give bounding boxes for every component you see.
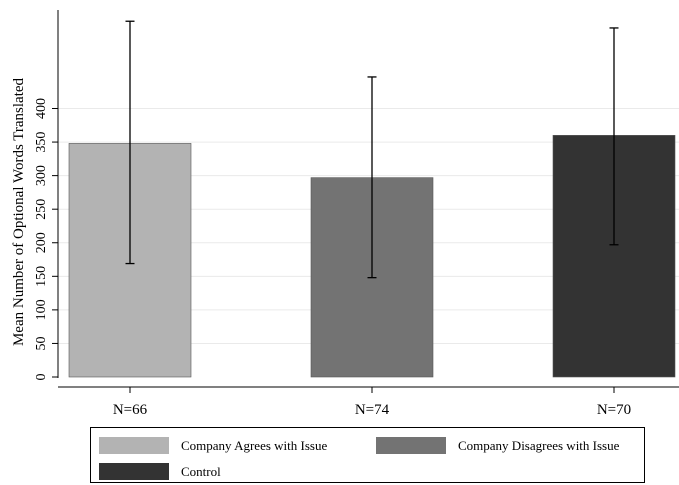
x-tick-label: N=74: [355, 402, 390, 418]
x-tick-label: N=66: [113, 402, 148, 418]
y-axis-ticks: 0 50 100 150 200 250 300 350 400: [34, 98, 58, 381]
y-tick-label: 200: [34, 232, 49, 253]
x-axis-ticks: N=66 N=74 N=70: [113, 387, 631, 418]
legend-swatch-disagrees: [376, 437, 446, 454]
y-tick-label: 350: [34, 132, 49, 153]
y-tick-label: 250: [34, 199, 49, 220]
legend-item-control: Control: [99, 463, 221, 480]
legend: Company Agrees with Issue Company Disagr…: [90, 427, 645, 483]
axes: [57, 10, 679, 388]
y-tick-label: 50: [34, 336, 49, 350]
legend-label-agrees: Company Agrees with Issue: [181, 437, 328, 453]
y-tick-label: 400: [34, 98, 49, 119]
x-tick-label: N=70: [597, 402, 631, 418]
legend-swatch-agrees: [99, 437, 169, 454]
error-bars: [125, 20, 619, 279]
bar-chart: 0 50 100 150 200 250 300 350 400 N=66 N=74 N=70 Me…: [11, 10, 679, 418]
y-tick-label: 300: [34, 165, 49, 186]
y-axis-title: Mean Number of Optional Words Translated: [11, 77, 27, 346]
legend-swatch-control: [99, 463, 169, 480]
legend-label-disagrees: Company Disagrees with Issue: [458, 437, 620, 453]
y-tick-label: 0: [34, 374, 49, 381]
legend-item-agrees: Company Agrees with Issue: [99, 437, 327, 454]
y-tick-label: 150: [34, 266, 49, 287]
y-tick-label: 100: [34, 299, 49, 320]
legend-item-disagrees: Company Disagrees with Issue: [376, 437, 619, 454]
legend-label-control: Control: [181, 463, 221, 479]
